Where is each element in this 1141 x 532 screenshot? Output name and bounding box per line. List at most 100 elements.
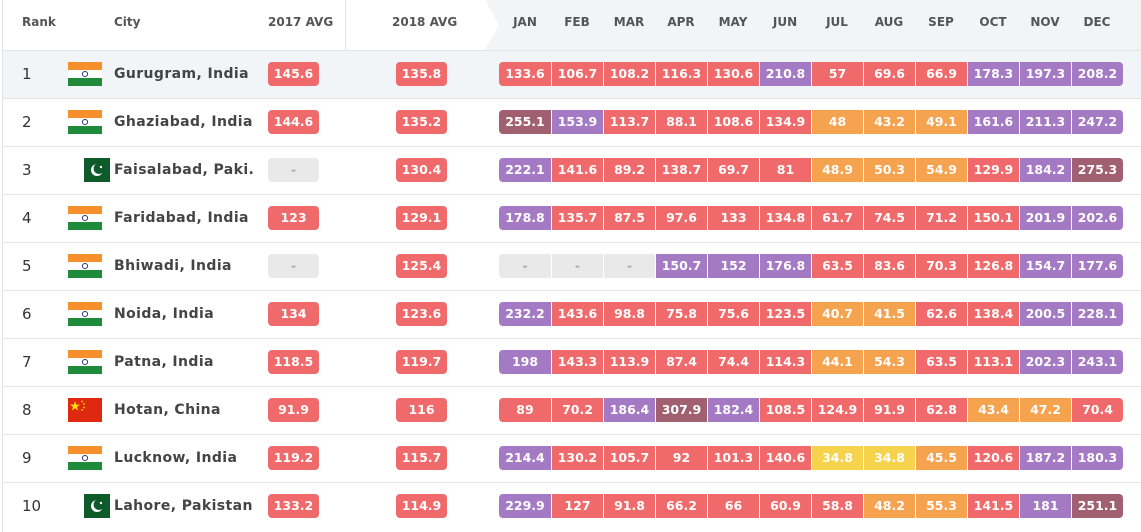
header-month: APR (667, 15, 695, 29)
month-value: 197.3 (1020, 62, 1071, 86)
header-month: JAN (513, 15, 537, 29)
month-value: 200.5 (1020, 302, 1071, 326)
month-value: 87.5 (604, 206, 655, 230)
rank: 4 (22, 209, 32, 227)
month-value: 48.9 (812, 158, 863, 182)
month-value: 108.6 (708, 110, 759, 134)
month-value: 210.8 (760, 62, 811, 86)
header-month: MAR (613, 15, 645, 29)
avg-2017: - (268, 254, 319, 278)
month-value: 74.5 (864, 206, 915, 230)
month-value: 228.1 (1072, 302, 1123, 326)
avg-2017: 134 (268, 302, 319, 326)
city: Patna, India (114, 354, 214, 370)
month-value: 63.5 (916, 350, 967, 374)
header-month: NOV (1030, 15, 1060, 29)
month-value: 40.7 (812, 302, 863, 326)
row-cells: 91.9 116 89 70.2 186.4 307.9 182.4 108.5 124.9 91… (0, 398, 1141, 422)
flag (68, 350, 102, 374)
month-value: 134.9 (760, 110, 811, 134)
month-value: 105.7 (604, 446, 655, 470)
month-value: 143.6 (552, 302, 603, 326)
month-value: 243.1 (1072, 350, 1123, 374)
month-value: 141.6 (552, 158, 603, 182)
month-value: 201.9 (1020, 206, 1071, 230)
month-value: 70.4 (1072, 398, 1123, 422)
month-value: 43.2 (864, 110, 915, 134)
month-value: - (604, 254, 655, 278)
month-value: 275.3 (1072, 158, 1123, 182)
city: Noida, India (114, 306, 215, 322)
avg-2017: 119.2 (268, 446, 319, 470)
month-value: 75.8 (656, 302, 707, 326)
rank: 1 (22, 65, 32, 83)
month-value: 89 (499, 398, 551, 422)
month-value: 101.3 (708, 446, 759, 470)
row-cells: 123 129.1 178.8 135.7 87.5 97.6 133 134.8 61.7 74… (0, 206, 1141, 230)
flag (68, 110, 102, 134)
avg-2017: 144.6 (268, 110, 319, 134)
month-value: 141.5 (968, 494, 1019, 518)
month-value: 108.5 (760, 398, 811, 422)
month-value: 129.9 (968, 158, 1019, 182)
month-value: 150.1 (968, 206, 1019, 230)
month-value: 135.7 (552, 206, 603, 230)
row-cells: -125.4- - -150.7 152 176.8 63.5 83.6 70.3 126.8 1… (0, 254, 1141, 278)
month-value: 114.3 (760, 350, 811, 374)
month-value: 41.5 (864, 302, 915, 326)
rank: 7 (22, 353, 32, 371)
month-value: 66 (708, 494, 759, 518)
city: Bhiwadi, India (114, 258, 232, 274)
avg-2017: - (268, 158, 319, 182)
month-value: 180.3 (1072, 446, 1123, 470)
month-value: 50.3 (864, 158, 915, 182)
avg-2018: 129.1 (396, 206, 447, 230)
row-cells: 144.6 135.2 255.1 153.9 113.7 88.1 108.6 134.9 4… (0, 110, 1141, 134)
header-month: JUL (826, 15, 848, 29)
month-value: 44.1 (812, 350, 863, 374)
month-value: 106.7 (552, 62, 603, 86)
flag (68, 206, 102, 230)
month-value: 130.6 (708, 62, 759, 86)
city: Hotan, China (114, 402, 221, 418)
avg-2017: 145.6 (268, 62, 319, 86)
avg-2017: 123 (268, 206, 319, 230)
header-month: DEC (1083, 15, 1111, 29)
row-cells: 145.6 135.8 133.6 106.7 108.2 116.3 130.6 210.8… (0, 62, 1141, 86)
avg-2018: 116 (396, 398, 447, 422)
header-month: AUG (874, 15, 904, 29)
avg-2018: 123.6 (396, 302, 447, 326)
month-value: 98.8 (604, 302, 655, 326)
month-value: 34.8 (864, 446, 915, 470)
month-value: 97.6 (656, 206, 707, 230)
month-value: 62.8 (916, 398, 967, 422)
month-value: 113.7 (604, 110, 655, 134)
month-value: 202.3 (1020, 350, 1071, 374)
month-value: 133.6 (499, 62, 551, 86)
month-value: 55.3 (916, 494, 967, 518)
month-value: 75.6 (708, 302, 759, 326)
month-value: 57 (812, 62, 863, 86)
row-cells: 134 123.6 232.2 143.6 98.8 75.8 75.6 123.5 40.7 4… (0, 302, 1141, 326)
header-city: City (114, 15, 141, 29)
city: Ghaziabad, India (114, 114, 253, 130)
month-value: 182.4 (708, 398, 759, 422)
month-value: 229.9 (499, 494, 551, 518)
month-value: 198 (499, 350, 551, 374)
month-value: 187.2 (1020, 446, 1071, 470)
row-cells: 119.2 115.7 214.4 130.2 105.7 92 101.3 140.6 34.… (0, 446, 1141, 470)
month-value: 124.9 (812, 398, 863, 422)
month-value: 232.2 (499, 302, 551, 326)
city: Gurugram, India (114, 66, 249, 82)
month-value: 181 (1020, 494, 1071, 518)
month-value: 58.8 (812, 494, 863, 518)
month-value: 45.5 (916, 446, 967, 470)
month-value: 202.6 (1072, 206, 1123, 230)
month-value: 138.4 (968, 302, 1019, 326)
flag (76, 158, 110, 182)
month-value: 71.2 (916, 206, 967, 230)
month-value: 134.8 (760, 206, 811, 230)
month-value: 83.6 (864, 254, 915, 278)
month-value: 178.3 (968, 62, 1019, 86)
